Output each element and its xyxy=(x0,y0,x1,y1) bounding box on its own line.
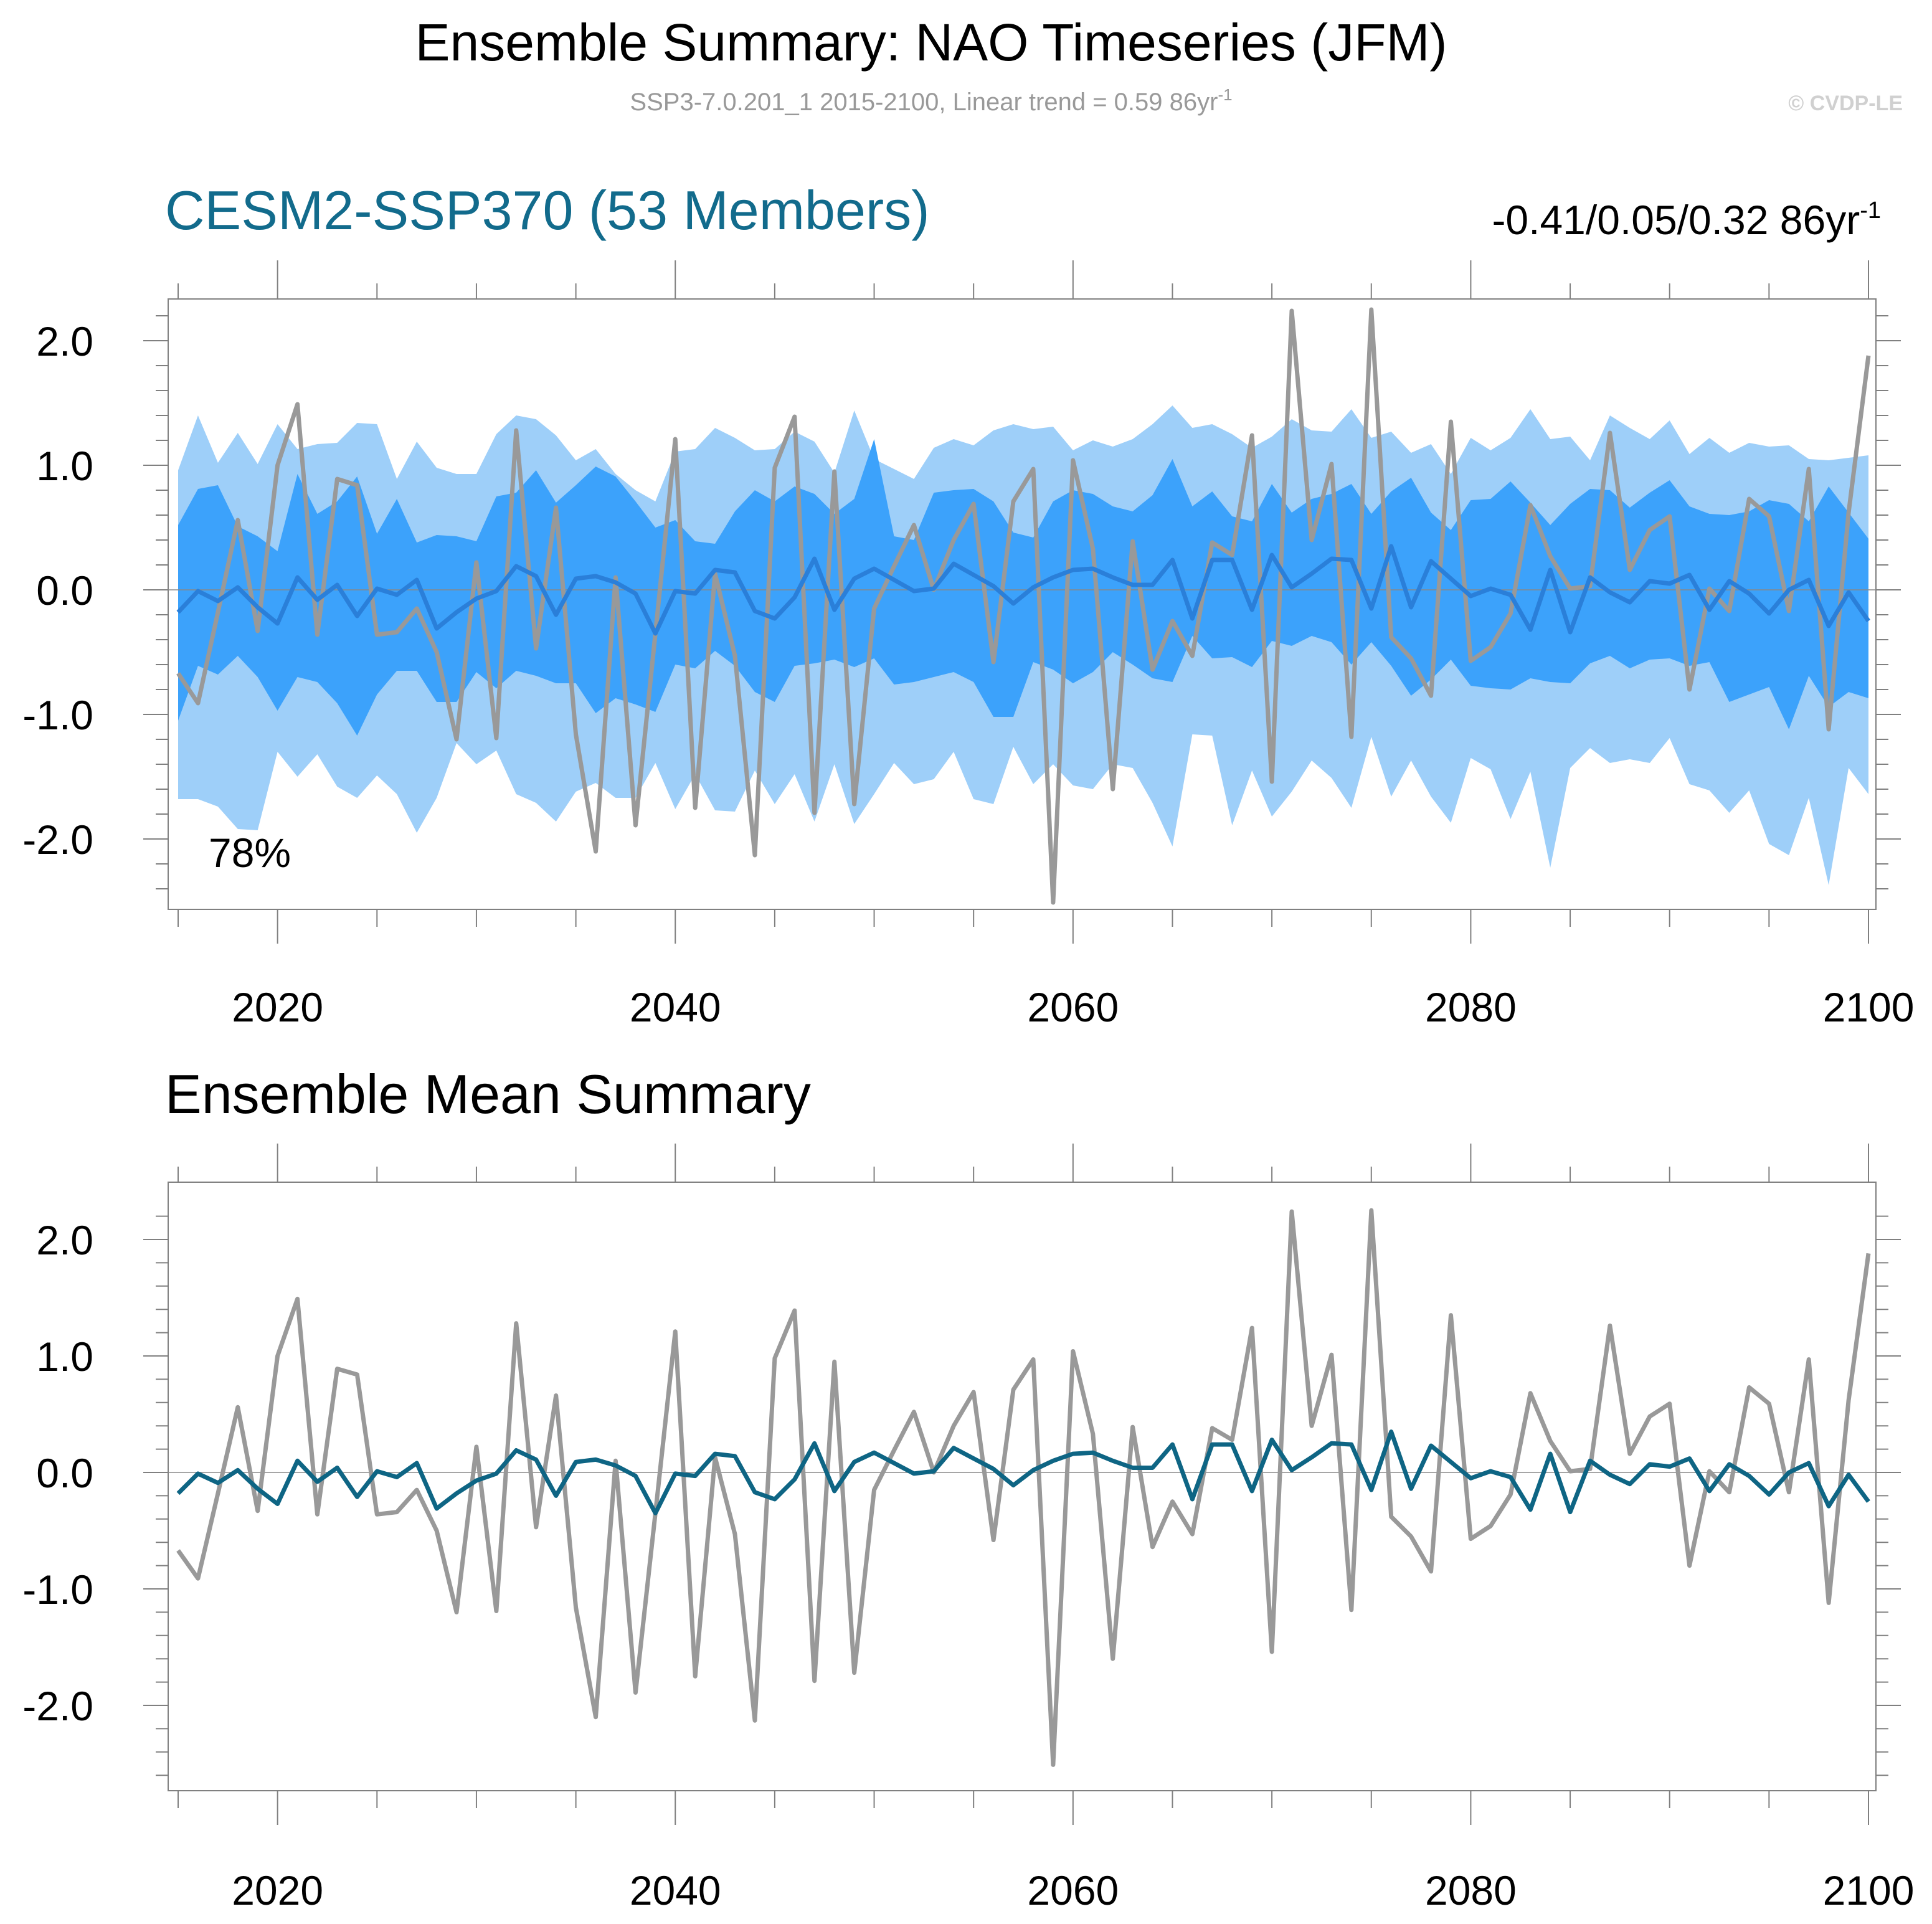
x-tick-label: 2040 xyxy=(630,984,721,1030)
inner-spread-band xyxy=(178,439,1868,736)
y-tick-label: 2.0 xyxy=(36,318,93,364)
trend-values: -0.41/0.05/0.32 86yr-1 xyxy=(1492,197,1881,243)
x-tick-label: 2100 xyxy=(1823,1867,1915,1913)
y-tick-label: -2.0 xyxy=(22,817,93,863)
subtitle-exponent: -1 xyxy=(1218,85,1232,104)
figure-subtitle: SSP3-7.0.201_1 2015-2100, Linear trend =… xyxy=(630,85,1232,116)
ensemble-mean-line xyxy=(176,1429,1870,1515)
x-tick-label: 2020 xyxy=(232,984,323,1030)
x-tick-label: 2060 xyxy=(1027,984,1119,1030)
x-tick-label: 2080 xyxy=(1425,984,1517,1030)
model-title: CESM2-SSP370 (53 Members) xyxy=(165,179,930,241)
ensemble-mean-line xyxy=(176,544,1870,636)
mean-panel-title: Ensemble Mean Summary xyxy=(165,1063,811,1125)
observations-line xyxy=(176,1208,1871,1767)
y-tick-label: 2.0 xyxy=(36,1217,93,1263)
ensemble-spread-panel: CESM2-SSP370 (53 Members) -0.41/0.05/0.3… xyxy=(22,179,1914,1030)
figure-title: Ensemble Summary: NAO Timeseries (JFM) xyxy=(415,13,1447,72)
x-tick-label: 2100 xyxy=(1823,984,1915,1030)
y-tick-label: 1.0 xyxy=(36,1334,93,1380)
percent-annotation: 78% xyxy=(209,830,291,876)
watermark: © CVDP-LE xyxy=(1788,92,1903,115)
x-tick-label: 2020 xyxy=(232,1867,323,1913)
y-tick-label: -2.0 xyxy=(22,1683,93,1729)
trend-exponent: -1 xyxy=(1860,197,1881,224)
y-tick-label: 0.0 xyxy=(36,1450,93,1496)
bottom-axes: 2.0 1.0 0.0 -1.0 -2.0 2020 2040 2060 2080 2100 xyxy=(22,1144,1914,1913)
top-axes: 2.0 1.0 0.0 -1.0 -2.0 2020 2040 2060 2080 2100 xyxy=(22,260,1914,1030)
x-tick-label: 2060 xyxy=(1027,1867,1119,1913)
trend-text: -0.41/0.05/0.32 86yr xyxy=(1492,197,1860,243)
ensemble-mean-panel: Ensemble Mean Summary 2.01.00.0-1.0-2.02… xyxy=(22,1063,1914,1913)
y-tick-label: 1.0 xyxy=(36,443,93,489)
plot-frame xyxy=(168,1182,1877,1791)
y-tick-label: 0.0 xyxy=(36,567,93,614)
subtitle-text: SSP3-7.0.201_1 2015-2100, Linear trend =… xyxy=(630,88,1218,116)
y-tick-label: -1.0 xyxy=(22,1566,93,1613)
plot-frame xyxy=(168,298,1877,910)
y-tick-label: -1.0 xyxy=(22,692,93,738)
x-tick-label: 2080 xyxy=(1425,1867,1517,1913)
x-tick-label: 2040 xyxy=(630,1867,721,1913)
